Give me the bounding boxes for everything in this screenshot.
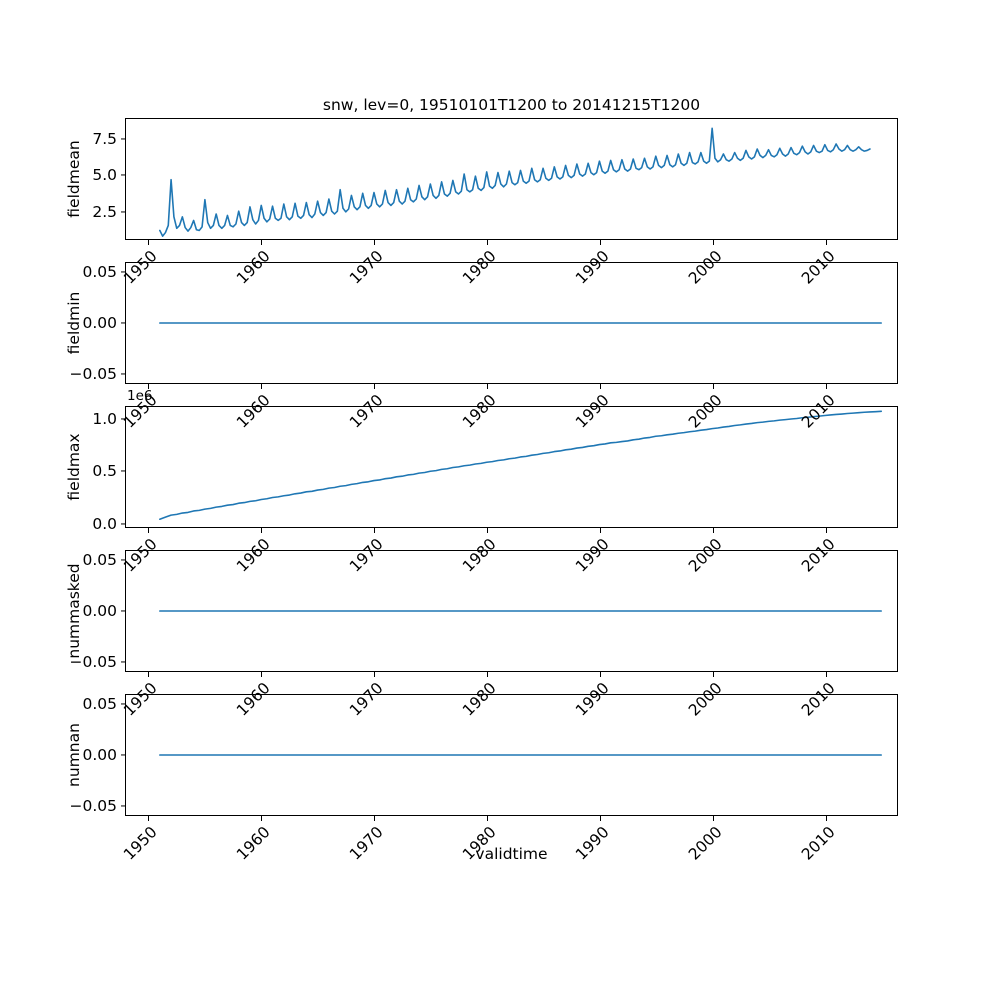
- x-tick-mark: [260, 384, 262, 389]
- y-tick-label: −0.05: [69, 364, 118, 383]
- plot-area-fieldmin: [126, 263, 897, 383]
- x-tick-mark: [712, 384, 714, 389]
- x-tick-mark: [260, 816, 262, 821]
- x-tick-mark: [373, 240, 375, 245]
- y-tick-label: 0.05: [82, 551, 117, 570]
- x-tick-mark: [599, 528, 601, 533]
- x-tick-mark: [147, 384, 149, 389]
- y-axis-offset-text: 1e6: [127, 388, 153, 404]
- y-tick-mark: [120, 610, 125, 612]
- subplot-nummasked: [125, 550, 898, 672]
- y-tick-label: 5.0: [92, 166, 117, 185]
- x-tick-mark: [712, 528, 714, 533]
- x-tick-mark: [599, 384, 601, 389]
- x-tick-mark: [147, 672, 149, 677]
- line-series-fieldmax: [159, 410, 883, 521]
- x-tick-mark: [712, 672, 714, 677]
- y-tick-label: 0.05: [82, 263, 117, 282]
- x-tick-mark: [373, 672, 375, 677]
- y-tick-label: 0.05: [82, 695, 117, 714]
- y-axis-label-numnan: numnan: [65, 723, 83, 787]
- x-tick-mark: [599, 672, 601, 677]
- y-tick-mark: [120, 805, 125, 807]
- x-tick-mark: [825, 240, 827, 245]
- figure-title: snw, lev=0, 19510101T1200 to 20141215T12…: [322, 96, 701, 114]
- y-tick-mark: [120, 703, 125, 705]
- x-tick-mark: [147, 240, 149, 245]
- y-tick-label: 0.5: [92, 462, 117, 481]
- y-tick-mark: [120, 322, 125, 324]
- y-tick-mark: [120, 271, 125, 273]
- y-axis-label-fieldmin: fieldmin: [65, 291, 83, 355]
- x-tick-mark: [825, 384, 827, 389]
- subplot-numnan: [125, 694, 898, 816]
- x-tick-mark: [260, 672, 262, 677]
- x-tick-mark: [260, 240, 262, 245]
- x-tick-mark: [373, 528, 375, 533]
- x-tick-mark: [825, 816, 827, 821]
- x-tick-mark: [147, 528, 149, 533]
- y-tick-mark: [120, 754, 125, 756]
- x-tick-mark: [260, 528, 262, 533]
- y-tick-label: −0.05: [69, 652, 118, 671]
- x-tick-mark: [486, 816, 488, 821]
- plot-area-fieldmean: [126, 119, 897, 239]
- y-tick-label: 0.00: [82, 314, 117, 332]
- line-series-nummasked: [159, 610, 883, 612]
- y-tick-label: 0.00: [82, 602, 117, 620]
- y-tick-mark: [120, 138, 125, 140]
- y-tick-label: 1.0: [92, 409, 117, 428]
- y-tick-mark: [120, 559, 125, 561]
- y-tick-mark: [120, 211, 125, 213]
- plot-area-nummasked: [126, 551, 897, 671]
- x-tick-mark: [712, 240, 714, 245]
- x-tick-mark: [486, 384, 488, 389]
- y-tick-mark: [120, 470, 125, 472]
- y-axis-label-fieldmax: fieldmax: [65, 433, 83, 501]
- plot-area-fieldmax: [126, 407, 897, 527]
- x-tick-mark: [712, 816, 714, 821]
- x-tick-mark: [147, 816, 149, 821]
- y-tick-label: 0.00: [82, 746, 117, 764]
- line-series-fieldmean: [159, 127, 871, 237]
- y-axis-label-fieldmean: fieldmean: [65, 140, 83, 218]
- plot-area-numnan: [126, 695, 897, 815]
- line-series-numnan: [159, 754, 883, 756]
- x-tick-mark: [599, 816, 601, 821]
- line-series-fieldmin: [159, 322, 883, 324]
- x-tick-mark: [599, 240, 601, 245]
- y-tick-mark: [120, 373, 125, 375]
- x-axis-label: validtime: [475, 845, 548, 863]
- x-tick-mark: [486, 672, 488, 677]
- subplot-fieldmean: [125, 118, 898, 240]
- subplot-fieldmin: [125, 262, 898, 384]
- y-tick-label: 2.5: [92, 202, 117, 221]
- y-tick-mark: [120, 174, 125, 176]
- y-tick-mark: [120, 523, 125, 525]
- x-tick-mark: [373, 384, 375, 389]
- y-tick-mark: [120, 661, 125, 663]
- subplot-fieldmax: [125, 406, 898, 528]
- y-tick-label: 7.5: [92, 130, 117, 149]
- x-tick-mark: [486, 240, 488, 245]
- x-tick-mark: [825, 672, 827, 677]
- y-axis-label-nummasked: nummasked: [65, 563, 83, 659]
- y-tick-label: −0.05: [69, 796, 118, 815]
- y-tick-mark: [120, 418, 125, 420]
- x-tick-mark: [825, 528, 827, 533]
- y-tick-label: 0.0: [92, 514, 117, 533]
- x-tick-mark: [486, 528, 488, 533]
- x-tick-mark: [373, 816, 375, 821]
